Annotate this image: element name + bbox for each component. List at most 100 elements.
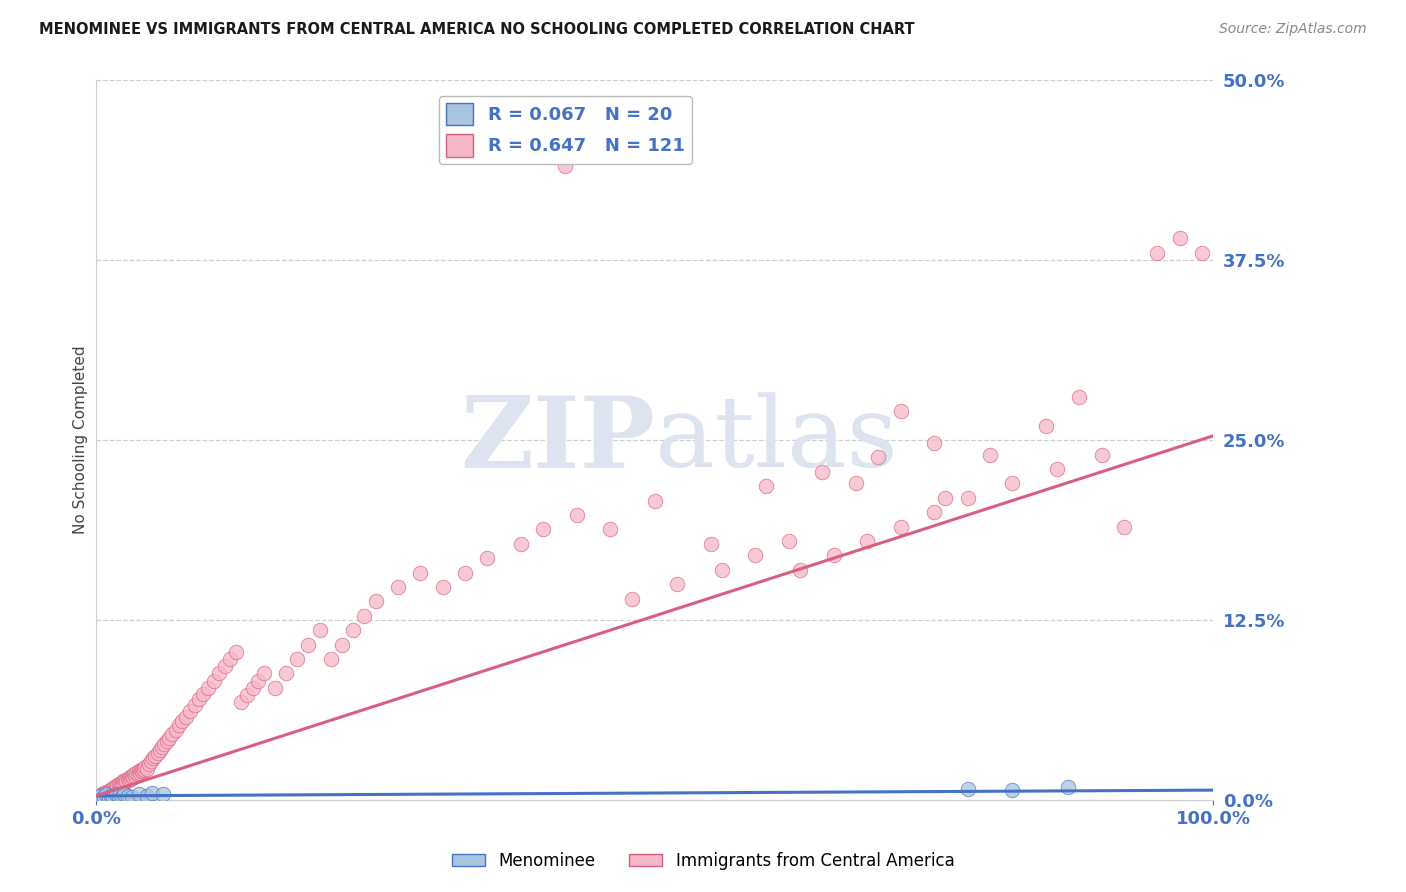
Text: MENOMINEE VS IMMIGRANTS FROM CENTRAL AMERICA NO SCHOOLING COMPLETED CORRELATION : MENOMINEE VS IMMIGRANTS FROM CENTRAL AME… bbox=[39, 22, 915, 37]
Point bbox=[509, 537, 531, 551]
Point bbox=[342, 624, 364, 638]
Point bbox=[330, 638, 353, 652]
Text: ZIP: ZIP bbox=[460, 392, 655, 489]
Point bbox=[308, 624, 330, 638]
Point bbox=[922, 436, 945, 450]
Point bbox=[778, 533, 800, 548]
Point bbox=[104, 781, 127, 796]
Point bbox=[188, 692, 211, 706]
Point bbox=[150, 739, 173, 754]
Point bbox=[409, 566, 432, 580]
Legend: R = 0.067   N = 20, R = 0.647   N = 121: R = 0.067 N = 20, R = 0.647 N = 121 bbox=[439, 96, 692, 164]
Point bbox=[96, 788, 118, 802]
Point bbox=[90, 788, 112, 802]
Point bbox=[193, 687, 215, 701]
Point bbox=[117, 772, 139, 787]
Point bbox=[111, 777, 134, 791]
Point bbox=[179, 704, 201, 718]
Point bbox=[845, 476, 868, 491]
Point bbox=[1112, 519, 1135, 533]
Point bbox=[124, 769, 146, 783]
Point bbox=[89, 789, 111, 803]
Point bbox=[132, 762, 155, 776]
Point bbox=[599, 523, 621, 537]
Point bbox=[139, 755, 162, 769]
Point bbox=[146, 746, 169, 760]
Point bbox=[149, 743, 172, 757]
Point bbox=[128, 764, 150, 779]
Point bbox=[128, 765, 150, 780]
Point bbox=[1057, 780, 1080, 795]
Point bbox=[121, 790, 143, 805]
Point bbox=[94, 789, 117, 803]
Point bbox=[183, 698, 205, 713]
Point bbox=[138, 757, 160, 772]
Point bbox=[202, 673, 225, 688]
Point bbox=[105, 788, 128, 802]
Text: Source: ZipAtlas.com: Source: ZipAtlas.com bbox=[1219, 22, 1367, 37]
Point bbox=[134, 760, 156, 774]
Point bbox=[1046, 462, 1069, 476]
Point bbox=[129, 763, 152, 777]
Point bbox=[97, 791, 120, 805]
Point bbox=[152, 788, 174, 802]
Point bbox=[117, 772, 139, 786]
Point bbox=[231, 695, 253, 709]
Point bbox=[112, 776, 135, 790]
Point bbox=[621, 591, 644, 606]
Point bbox=[1146, 245, 1168, 260]
Point bbox=[111, 790, 134, 805]
Point bbox=[531, 523, 554, 537]
Point bbox=[153, 737, 176, 751]
Point bbox=[157, 731, 180, 746]
Point bbox=[114, 772, 136, 787]
Point bbox=[387, 580, 409, 594]
Point bbox=[125, 765, 148, 780]
Point bbox=[811, 465, 834, 479]
Point bbox=[100, 784, 122, 798]
Point bbox=[112, 774, 135, 789]
Point bbox=[134, 763, 156, 777]
Point bbox=[477, 551, 499, 566]
Point bbox=[353, 608, 375, 623]
Point bbox=[98, 783, 121, 797]
Point bbox=[118, 770, 141, 784]
Point bbox=[93, 786, 115, 800]
Point bbox=[454, 566, 477, 580]
Point bbox=[644, 493, 666, 508]
Point bbox=[112, 788, 135, 802]
Point bbox=[247, 673, 270, 688]
Point bbox=[122, 770, 145, 784]
Point bbox=[100, 789, 122, 803]
Point bbox=[90, 791, 112, 805]
Point bbox=[432, 580, 454, 594]
Point bbox=[710, 563, 733, 577]
Point bbox=[89, 789, 111, 803]
Point bbox=[96, 786, 118, 800]
Point bbox=[1035, 418, 1057, 433]
Point bbox=[122, 767, 145, 781]
Point bbox=[554, 160, 576, 174]
Point bbox=[167, 718, 190, 732]
Point bbox=[145, 748, 167, 763]
Point bbox=[108, 779, 131, 793]
Point bbox=[956, 491, 979, 505]
Point bbox=[1168, 231, 1191, 245]
Point bbox=[319, 652, 342, 666]
Point bbox=[922, 505, 945, 519]
Point bbox=[160, 727, 183, 741]
Point bbox=[823, 549, 845, 563]
Point bbox=[117, 789, 139, 803]
Point bbox=[236, 688, 259, 702]
Point bbox=[107, 789, 129, 803]
Point bbox=[86, 790, 108, 805]
Point bbox=[253, 666, 276, 681]
Point bbox=[856, 533, 879, 548]
Point bbox=[197, 681, 219, 695]
Point bbox=[208, 666, 231, 681]
Point bbox=[172, 714, 194, 728]
Point bbox=[105, 779, 128, 793]
Point bbox=[110, 776, 132, 790]
Point bbox=[101, 783, 124, 797]
Point bbox=[789, 563, 811, 577]
